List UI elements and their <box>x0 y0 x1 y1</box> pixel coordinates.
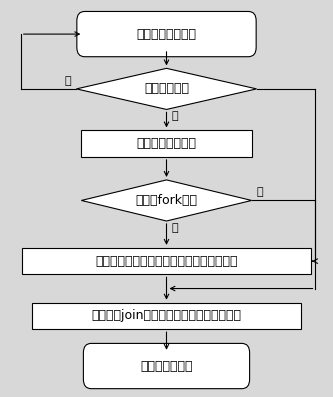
FancyBboxPatch shape <box>77 12 256 57</box>
Text: 否: 否 <box>171 112 178 121</box>
Bar <box>22 248 311 274</box>
Text: 是: 是 <box>65 76 72 86</box>
Polygon shape <box>81 180 252 221</box>
Text: 节点都已遍历: 节点都已遍历 <box>144 83 189 95</box>
Bar <box>32 303 301 329</box>
Text: 任务图处理结束: 任务图处理结束 <box>140 360 193 372</box>
Bar <box>81 130 252 157</box>
Polygon shape <box>77 68 256 110</box>
FancyBboxPatch shape <box>83 343 250 389</box>
Text: 是: 是 <box>171 223 178 233</box>
Text: 将该节点连同其前驱结点复制给其后继节点: 将该节点连同其前驱结点复制给其后继节点 <box>95 254 238 268</box>
Text: 节点为fork节点: 节点为fork节点 <box>136 194 197 207</box>
Text: 取当前未遍历节点: 取当前未遍历节点 <box>137 137 196 150</box>
Text: 开始广度优先遍历: 开始广度优先遍历 <box>137 28 196 40</box>
Text: 将得到的join结构任务图转换为产品加工树: 将得到的join结构任务图转换为产品加工树 <box>92 309 241 322</box>
Text: 否: 否 <box>256 187 263 197</box>
